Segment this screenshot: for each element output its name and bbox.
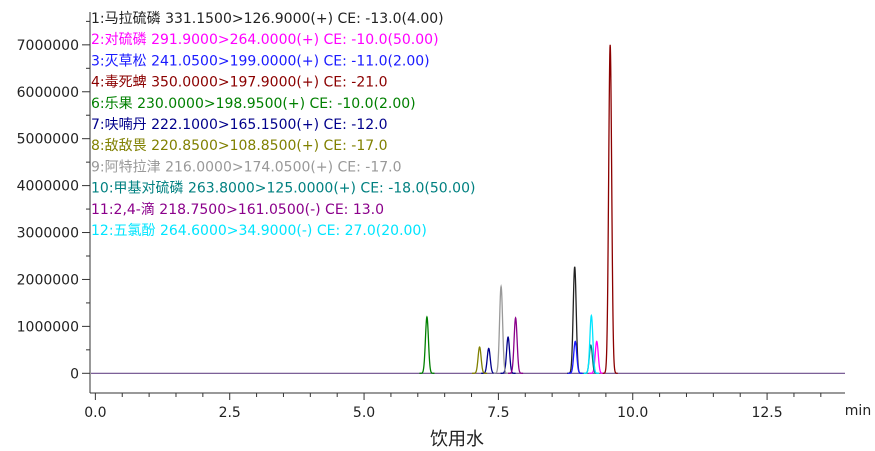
x-tick-label: 10.0 — [617, 405, 648, 421]
y-tick-label: 5000000 — [17, 132, 79, 148]
series-layer — [91, 44, 845, 374]
series-trace — [567, 266, 583, 374]
series-trace — [472, 346, 488, 374]
series-trace — [583, 313, 599, 374]
series-trace — [567, 340, 583, 374]
legend-entry: 8:敌敌畏 220.8500>108.8500(+) CE: -17.0 — [91, 138, 388, 154]
y-tick-label: 6000000 — [17, 85, 79, 101]
peak — [419, 315, 435, 374]
peak — [500, 336, 516, 374]
x-tick-label: 5.0 — [353, 405, 375, 421]
legend-entry: 9:阿特拉津 216.0000>174.0500(+) CE: -17.0 — [91, 159, 402, 175]
y-tick-label: 3000000 — [17, 226, 79, 242]
y-tick-label: 0 — [70, 366, 79, 382]
legend-entry: 2:对硫磷 291.9000>264.0000(+) CE: -10.0(50.… — [91, 32, 439, 48]
peak — [567, 266, 583, 374]
x-tick-label: 0.0 — [84, 405, 106, 421]
peak — [472, 346, 488, 374]
legend-entry: 11:2,4-滴 218.7500>161.0500(-) CE: 13.0 — [91, 201, 384, 218]
legend-entry: 3:灭草松 241.0500>199.0000(+) CE: -11.0(2.0… — [91, 53, 430, 69]
y-tick-label: 2000000 — [17, 272, 79, 288]
legend-entry: 1:马拉硫磷 331.1500>126.9000(+) CE: -13.0(4.… — [91, 11, 444, 27]
x-axis-title: 饮用水 — [430, 429, 484, 450]
series-trace — [419, 315, 435, 374]
y-tick-label: 7000000 — [17, 38, 79, 54]
legend-entry: 12:五氯酚 264.6000>34.9000(-) CE: 27.0(20.0… — [91, 223, 427, 239]
legend-entry: 6:乐果 230.0000>198.9500(+) CE: -10.0(2.00… — [91, 96, 416, 112]
series-trace — [602, 44, 618, 374]
peak — [589, 340, 605, 374]
y-tick-label: 1000000 — [17, 319, 79, 335]
peak — [602, 44, 618, 374]
series-trace — [508, 316, 524, 374]
peak — [508, 316, 524, 374]
x-axis-unit: min — [845, 403, 871, 419]
peak — [583, 313, 599, 374]
legend-entry: 10:甲基对硫磷 263.8000>125.0000(+) CE: -18.0(… — [91, 180, 475, 197]
legend-entry: 7:呋喃丹 222.1000>165.1500(+) CE: -12.0 — [91, 117, 388, 133]
peak — [567, 340, 583, 374]
series-trace — [493, 284, 509, 374]
x-tick-label: 2.5 — [219, 405, 241, 421]
axes-layer: 0.0 2.5 5.0 7.5 10.0 12.5 0 1000000 2000000 30000… — [17, 12, 845, 421]
x-tick-label: 7.5 — [487, 405, 509, 421]
y-tick-label: 4000000 — [17, 179, 79, 195]
x-tick-label: 12.5 — [751, 405, 782, 421]
peak — [493, 284, 509, 374]
series-trace — [589, 340, 605, 374]
legend-entry: 4:毒死蜱 350.0000>197.9000(+) CE: -21.0 — [91, 75, 388, 91]
peak — [481, 347, 497, 374]
legend: 1:马拉硫磷 331.1500>126.9000(+) CE: -13.0(4.… — [91, 11, 475, 239]
